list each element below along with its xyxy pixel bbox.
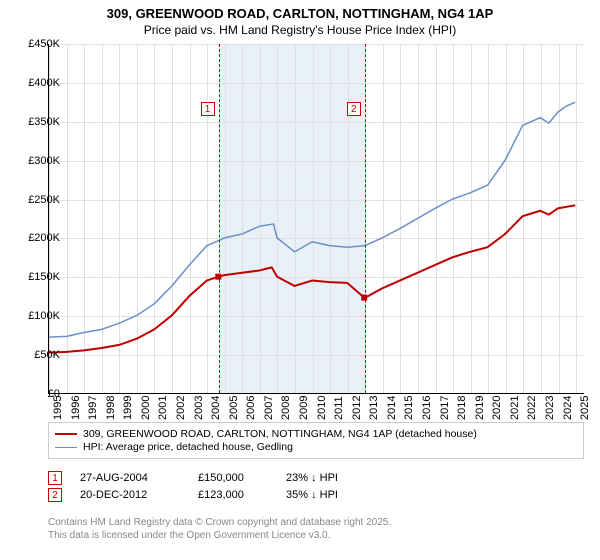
chart-title-line1: 309, GREENWOOD ROAD, CARLTON, NOTTINGHAM…	[0, 6, 600, 21]
x-axis-label: 2009	[298, 396, 310, 420]
x-axis-label: 2007	[263, 396, 275, 420]
x-axis-label: 2003	[193, 396, 205, 420]
annotation-date-2: 20-DEC-2012	[80, 489, 180, 501]
x-axis-label: 2001	[157, 396, 169, 420]
annotation-table: 1 27-AUG-2004 £150,000 23% ↓ HPI 2 20-DE…	[48, 468, 338, 505]
annotation-row-1: 1 27-AUG-2004 £150,000 23% ↓ HPI	[48, 471, 338, 485]
x-axis-label: 2018	[456, 396, 468, 420]
legend-label-price-paid: 309, GREENWOOD ROAD, CARLTON, NOTTINGHAM…	[83, 428, 477, 440]
x-axis-label: 2017	[439, 396, 451, 420]
x-axis-label: 1996	[70, 396, 82, 420]
legend-label-hpi: HPI: Average price, detached house, Gedl…	[83, 441, 293, 453]
annotation-row-2: 2 20-DEC-2012 £123,000 35% ↓ HPI	[48, 488, 338, 502]
x-axis-label: 2006	[245, 396, 257, 420]
annotation-price-1: £150,000	[198, 472, 268, 484]
y-axis-label: £100K	[28, 310, 60, 322]
x-axis-label: 2015	[403, 396, 415, 420]
x-axis-label: 2014	[386, 396, 398, 420]
y-axis-label: £300K	[28, 155, 60, 167]
sale-marker-badge: 1	[201, 102, 215, 116]
y-axis-label: £250K	[28, 194, 60, 206]
chart-title-line2: Price paid vs. HM Land Registry's House …	[0, 23, 600, 37]
y-axis-label: £450K	[28, 38, 60, 50]
y-axis-label: £150K	[28, 271, 60, 283]
x-axis-label: 2021	[509, 396, 521, 420]
footer-line1: Contains HM Land Registry data © Crown c…	[48, 516, 391, 529]
chart-container: 309, GREENWOOD ROAD, CARLTON, NOTTINGHAM…	[0, 0, 600, 560]
x-axis-label: 2023	[544, 396, 556, 420]
sale-marker-line	[219, 44, 220, 393]
sale-marker-line	[365, 44, 366, 393]
series-line-hpi	[49, 102, 575, 337]
y-axis-label: £400K	[28, 77, 60, 89]
x-axis-label: 1999	[122, 396, 134, 420]
x-axis-label: 2000	[140, 396, 152, 420]
x-axis-label: 1997	[87, 396, 99, 420]
chart-title-block: 309, GREENWOOD ROAD, CARLTON, NOTTINGHAM…	[0, 0, 600, 39]
x-axis-label: 2005	[228, 396, 240, 420]
annotation-price-2: £123,000	[198, 489, 268, 501]
y-axis-label: £350K	[28, 116, 60, 128]
legend-swatch-hpi	[55, 447, 77, 448]
x-axis-label: 2022	[526, 396, 538, 420]
legend-swatch-price-paid	[55, 433, 77, 435]
footer-attribution: Contains HM Land Registry data © Crown c…	[48, 516, 391, 542]
x-axis-label: 2013	[368, 396, 380, 420]
x-axis-label: 1998	[105, 396, 117, 420]
x-axis-label: 2002	[175, 396, 187, 420]
y-axis-label: £50K	[34, 349, 60, 361]
annotation-badge-1: 1	[48, 471, 62, 485]
chart-plot-area: 12	[48, 44, 584, 394]
x-axis-label: 2008	[280, 396, 292, 420]
legend-item-price-paid: 309, GREENWOOD ROAD, CARLTON, NOTTINGHAM…	[55, 428, 577, 440]
sale-marker-badge: 2	[347, 102, 361, 116]
x-axis-label: 2004	[210, 396, 222, 420]
annotation-delta-1: 23% ↓ HPI	[286, 472, 338, 484]
x-axis-label: 2011	[333, 396, 345, 420]
series-line-price_paid	[49, 205, 575, 352]
x-axis-label: 2012	[351, 396, 363, 420]
legend-box: 309, GREENWOOD ROAD, CARLTON, NOTTINGHAM…	[48, 422, 584, 459]
x-axis-label: 1995	[52, 396, 64, 420]
annotation-delta-2: 35% ↓ HPI	[286, 489, 338, 501]
legend-item-hpi: HPI: Average price, detached house, Gedl…	[55, 441, 577, 453]
annotation-date-1: 27-AUG-2004	[80, 472, 180, 484]
x-axis-label: 2025	[579, 396, 591, 420]
annotation-badge-2: 2	[48, 488, 62, 502]
footer-line2: This data is licensed under the Open Gov…	[48, 529, 391, 542]
x-axis-label: 2016	[421, 396, 433, 420]
x-axis-label: 2010	[316, 396, 328, 420]
x-axis-label: 2020	[491, 396, 503, 420]
y-axis-label: £200K	[28, 232, 60, 244]
x-axis-label: 2024	[562, 396, 574, 420]
chart-lines-svg	[49, 44, 584, 393]
x-axis-label: 2019	[474, 396, 486, 420]
